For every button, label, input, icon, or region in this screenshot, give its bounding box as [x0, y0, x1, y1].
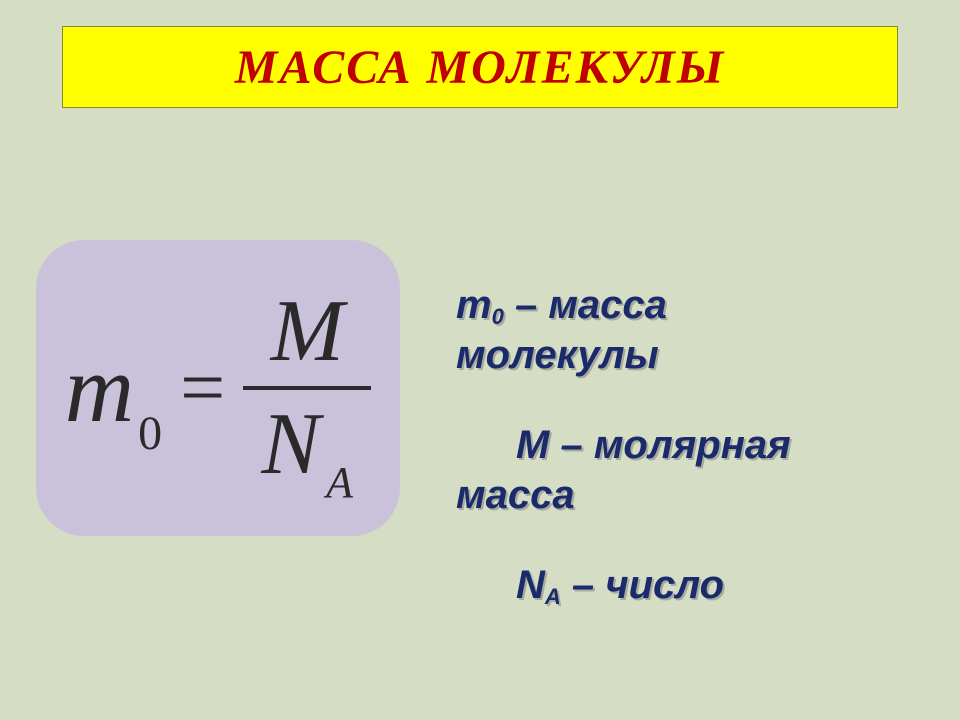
formula: m0 = M NA	[65, 281, 371, 495]
formula-equals: =	[180, 343, 225, 434]
formula-den-var: N	[261, 394, 320, 495]
definitions: m0 – массамолекулы M – молярнаямасса NA …	[456, 280, 926, 650]
formula-box: m0 = M NA	[36, 240, 400, 536]
def-M-indent: M – молярная	[456, 420, 791, 470]
def-NA-sym: N	[516, 563, 545, 607]
def-m0-sym: m	[456, 283, 492, 327]
def-M: M – молярнаямасса	[456, 420, 926, 520]
formula-lhs-sub: 0	[138, 406, 162, 461]
title-text: МАССА МОЛЕКУЛЫ	[235, 40, 725, 95]
def-M-dash: –	[549, 423, 593, 467]
def-M-word2: масса	[456, 473, 575, 517]
def-M-sym: M	[516, 423, 549, 467]
def-m0: m0 – масса молекулы	[456, 280, 926, 380]
def-NA-word1: число	[605, 563, 724, 607]
formula-lhs: m0	[65, 333, 162, 444]
formula-lhs-var: m	[65, 333, 134, 444]
title-banner: МАССА МОЛЕКУЛЫ	[62, 26, 898, 108]
def-M-word1: молярная	[594, 423, 791, 467]
def-m0-sub: 0	[492, 304, 504, 329]
def-NA-sub: A	[545, 584, 561, 609]
def-NA: NA – число	[456, 560, 926, 610]
def-NA-indent: NA – число	[456, 560, 724, 610]
formula-denominator: NA	[253, 390, 361, 495]
formula-numerator: M	[263, 281, 352, 386]
def-m0-word1: масса	[548, 283, 667, 327]
def-m0-dash: –	[504, 283, 548, 327]
formula-den-sub: A	[326, 457, 353, 508]
def-NA-dash: –	[561, 563, 605, 607]
def-m0-word2: молекулы	[456, 333, 659, 377]
formula-fraction: M NA	[243, 281, 371, 495]
